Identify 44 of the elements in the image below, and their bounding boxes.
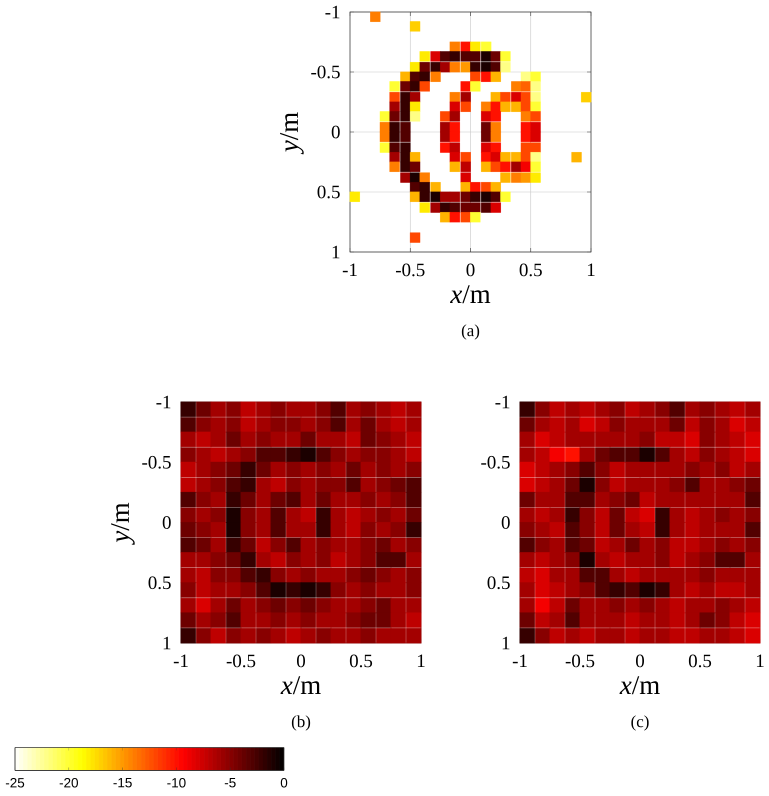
text: (a) — [462, 324, 480, 340]
y-axis-title: y/m — [280, 112, 304, 154]
y-tick-label: 0 — [502, 516, 510, 529]
x-tick-label: 0 — [466, 264, 475, 276]
x-tick-label: 0 — [636, 654, 644, 668]
y-tick-label: -1 — [156, 396, 170, 408]
y-tick-label: 0.5 — [318, 186, 340, 198]
x-tick-label: -0.5 — [396, 264, 424, 276]
x-tick-label: -1 — [342, 264, 357, 276]
y-tick-label: -0.5 — [142, 456, 171, 469]
x-tick-label: 0.5 — [688, 654, 712, 668]
x-tick-label: -1 — [512, 654, 527, 668]
x-axis-title: x/m — [280, 676, 321, 694]
y-tick-label: -0.5 — [481, 456, 510, 469]
x-tick-label: 1 — [756, 654, 764, 668]
x-tick-label: 0 — [296, 654, 306, 668]
text: (b) — [292, 715, 310, 731]
y-tick-label: 0 — [162, 516, 171, 529]
y-tick-label: -1 — [495, 396, 510, 408]
x-axis-title: x/m — [450, 285, 490, 304]
y-tick-label: 1 — [164, 636, 170, 650]
color-bar-label: -15 — [113, 778, 132, 788]
y-tick-label: 0.5 — [488, 576, 510, 590]
x-axis-title: x/m — [620, 676, 660, 694]
x-tick-label: 1 — [418, 654, 425, 668]
color-bar-label: 0 — [280, 778, 288, 788]
x-tick-label: 1 — [588, 264, 595, 276]
color-bar-label: -5 — [224, 778, 236, 788]
y-axis-title: y/m — [111, 502, 135, 545]
y-tick-label: 0 — [332, 126, 340, 138]
color-bar-label: -10 — [167, 778, 186, 788]
y-tick-label: 1 — [502, 636, 510, 650]
color-bar-label: -20 — [60, 778, 78, 788]
y-tick-label: -1 — [325, 6, 340, 18]
x-tick-label: -0.5 — [226, 654, 256, 668]
y-tick-label: 1 — [332, 246, 340, 258]
x-tick-label: -0.5 — [566, 654, 594, 668]
y-tick-label: 0.5 — [148, 576, 171, 590]
x-tick-label: 0.5 — [520, 264, 542, 276]
text: (c) — [631, 715, 649, 731]
x-tick-label: 0.5 — [350, 654, 372, 668]
y-tick-label: -0.5 — [311, 66, 340, 78]
color-bar-label: -25 — [6, 778, 24, 788]
x-tick-label: -1 — [174, 654, 188, 668]
